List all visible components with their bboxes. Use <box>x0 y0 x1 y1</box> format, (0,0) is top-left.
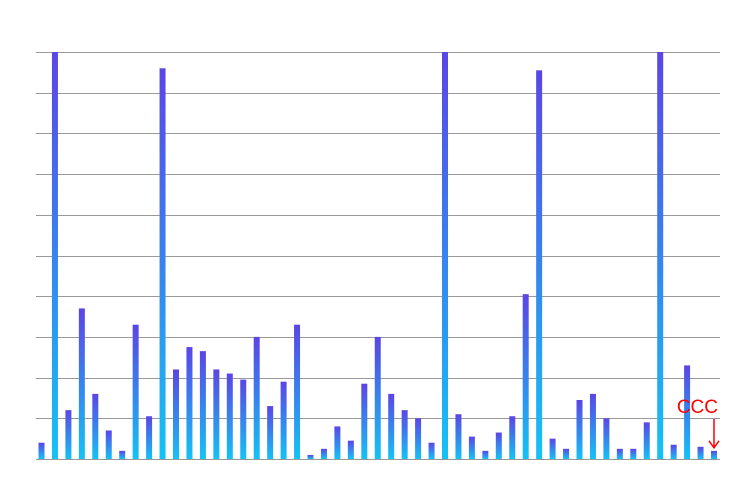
bar <box>119 450 126 459</box>
bar <box>563 448 570 459</box>
bar <box>455 414 462 459</box>
bar <box>159 68 166 459</box>
bar <box>334 426 341 459</box>
bar <box>38 442 45 459</box>
bar <box>186 347 193 459</box>
bar <box>603 418 610 459</box>
annotation-label: CCC <box>677 397 718 418</box>
bar <box>442 52 448 459</box>
bar <box>697 446 704 459</box>
bar <box>199 351 206 459</box>
bar <box>78 308 85 459</box>
bar <box>105 430 112 459</box>
bar <box>294 324 301 459</box>
bar <box>536 70 543 459</box>
bar <box>280 381 287 459</box>
bar <box>65 410 72 459</box>
bar <box>415 418 422 459</box>
bar <box>482 450 489 459</box>
annotation-arrow-head <box>708 440 720 450</box>
bar <box>616 448 623 459</box>
bar <box>468 436 475 459</box>
bar <box>630 448 637 459</box>
bar <box>522 294 529 459</box>
bar <box>146 416 153 459</box>
bar <box>320 448 327 459</box>
bar <box>51 52 58 459</box>
bar <box>361 383 368 459</box>
bar <box>173 369 179 459</box>
bar <box>576 399 583 459</box>
bar <box>132 324 139 459</box>
bar <box>428 442 435 459</box>
bar <box>509 416 516 459</box>
bar <box>495 432 502 459</box>
annotation: CCC <box>677 397 720 450</box>
bar <box>657 52 664 459</box>
bar <box>589 393 596 459</box>
bar <box>240 379 247 459</box>
bar <box>643 422 650 459</box>
bar <box>267 406 274 459</box>
bar <box>670 444 677 459</box>
bar <box>684 365 691 459</box>
bar <box>549 438 556 459</box>
bar <box>307 454 314 459</box>
bar <box>213 369 220 459</box>
bar <box>253 336 260 459</box>
bar <box>374 336 381 459</box>
bar <box>226 373 233 459</box>
bar-series <box>38 52 717 459</box>
bar <box>92 393 99 459</box>
bar <box>711 450 717 459</box>
bar <box>347 440 354 459</box>
bar <box>388 393 395 459</box>
bar <box>401 410 408 459</box>
